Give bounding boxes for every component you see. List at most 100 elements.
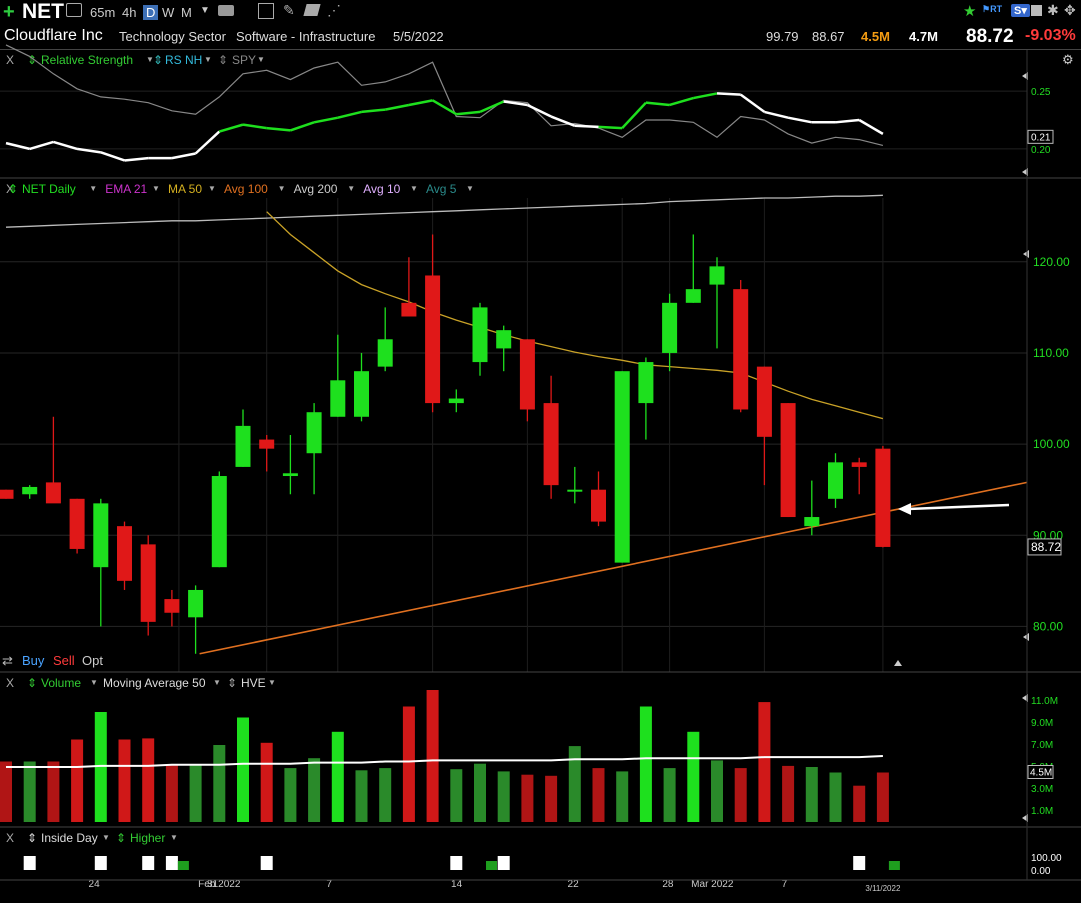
candle-body: [851, 462, 867, 467]
higher-toggle-icon[interactable]: ⇕: [116, 831, 127, 845]
dropdown-icon[interactable]: ▼: [268, 678, 276, 687]
volume-bar: [592, 768, 605, 822]
high-value: 99.79: [766, 29, 799, 44]
dropdown-icon[interactable]: ▼: [204, 55, 212, 64]
rs-legend-rs-nh[interactable]: RS NH: [165, 53, 203, 67]
dropdown-icon[interactable]: ▼: [277, 184, 286, 193]
s-icon[interactable]: S▾: [1011, 4, 1030, 17]
rs-line-segment: [739, 93, 766, 113]
candle-body: [828, 462, 843, 499]
dropdown-icon[interactable]: ▼: [213, 678, 221, 687]
industry-label[interactable]: Software - Infrastructure: [236, 29, 376, 44]
price-legend-ma-50[interactable]: MA 50: [168, 182, 203, 196]
hve-toggle-icon[interactable]: ⇕: [227, 676, 238, 690]
price-pane-header: X ⇕ NET Daily ▼ EMA 21 ▼ MA 50 ▼ Avg 100 ▼ Avg 20…: [0, 182, 900, 198]
chart-type-icon[interactable]: [218, 5, 234, 16]
sell-button[interactable]: Sell: [53, 653, 75, 668]
price-legend-avg-10[interactable]: Avg 10: [363, 182, 401, 196]
volume-bar: [876, 772, 889, 822]
x-axis-label: 3/11/2022: [865, 884, 901, 893]
indicator-icon[interactable]: [258, 3, 274, 19]
star-icon[interactable]: ★: [963, 3, 977, 20]
event-legend-higher[interactable]: Higher: [130, 831, 166, 845]
event-pane-close-button[interactable]: X: [6, 831, 15, 845]
announce-icon[interactable]: [66, 3, 82, 17]
last-price-label: 88.72: [1031, 540, 1061, 554]
rs-toggle-icon[interactable]: ⇕: [27, 53, 38, 67]
rs-legend-relative-strength[interactable]: Relative Strength: [41, 53, 134, 67]
volume-last-label: 4.5M: [1030, 768, 1052, 779]
rs-line-segment: [693, 92, 718, 100]
dropdown-icon[interactable]: ▼: [90, 678, 98, 687]
price-legend-avg-100[interactable]: Avg 100: [224, 182, 268, 196]
share-icon[interactable]: ⋰: [327, 2, 341, 18]
buy-button[interactable]: Buy: [22, 653, 45, 668]
price-legend-ema-21[interactable]: EMA 21: [105, 182, 148, 196]
inside-day-toggle-icon[interactable]: ⇕: [27, 831, 38, 845]
price-legend-toggle-icon[interactable]: ⇕: [8, 182, 19, 196]
timeframe-daily[interactable]: D: [143, 5, 159, 20]
dropdown-icon[interactable]: ▼: [257, 55, 265, 64]
timeframe-65m[interactable]: 65m: [90, 5, 116, 20]
dropdown-icon[interactable]: ▼: [102, 833, 110, 842]
dropdown-icon[interactable]: ▼: [170, 833, 178, 842]
volume-legend-hve[interactable]: HVE: [241, 676, 266, 690]
opt-button[interactable]: Opt: [82, 653, 103, 668]
dropdown-icon[interactable]: ▼: [410, 184, 418, 193]
volume-bar: [213, 745, 226, 822]
volume-bar: [118, 739, 131, 822]
ticker-symbol[interactable]: NET: [22, 0, 64, 23]
volume-bar: [639, 706, 652, 822]
candle-body: [330, 380, 346, 417]
price-legend-avg-5[interactable]: Avg 5: [426, 182, 457, 196]
timeframe-monthly[interactable]: M: [181, 5, 192, 20]
add-symbol-icon[interactable]: +: [3, 1, 15, 23]
sector-label[interactable]: Technology Sector: [119, 29, 226, 44]
rt-icon[interactable]: ⚑RT: [982, 4, 1003, 14]
rs-nh-toggle-icon[interactable]: ⇕: [153, 53, 164, 67]
rs-legend-spy[interactable]: SPY: [232, 53, 257, 67]
price-legend-net-daily[interactable]: NET Daily: [22, 182, 76, 196]
candle-body: [756, 366, 772, 437]
order-icon[interactable]: ⇄: [2, 653, 13, 668]
timeframe-weekly[interactable]: W: [162, 5, 175, 20]
timeframe-dropdown-icon[interactable]: ▼: [200, 5, 210, 16]
volume-legend-volume[interactable]: Volume: [41, 676, 82, 690]
dropdown-icon[interactable]: ▼: [146, 55, 154, 64]
spy-toggle-icon[interactable]: ⇕: [218, 53, 229, 67]
event-legend-inside-day[interactable]: Inside Day: [41, 831, 98, 845]
volume-bar: [521, 774, 534, 822]
rs-line-segment: [384, 103, 410, 111]
candle-body: [638, 362, 654, 404]
price-legend-avg-200[interactable]: Avg 200: [293, 182, 338, 196]
dropdown-icon[interactable]: ▼: [152, 184, 160, 193]
timeframe-4h[interactable]: 4h: [122, 5, 137, 20]
volume-toggle-icon[interactable]: ⇕: [27, 676, 38, 690]
candle-body: [0, 489, 14, 499]
price-pane-close-button[interactable]: X: [6, 182, 15, 196]
save-icon[interactable]: [1031, 5, 1042, 16]
rs-line-segment: [266, 126, 291, 132]
candle-body: [685, 289, 701, 303]
ma200-line: [5, 194, 883, 228]
date-label: 5/5/2022: [393, 29, 444, 44]
x-axis-label: 7: [782, 879, 788, 890]
dropdown-icon[interactable]: ▼: [208, 184, 216, 193]
volume-legend-moving-average-50[interactable]: Moving Average 50: [103, 676, 206, 690]
volume-bar: [331, 731, 344, 822]
dropdown-icon[interactable]: ▼: [347, 184, 356, 193]
draw-pencil-icon[interactable]: ✎: [283, 2, 295, 18]
volume-pane-close-button[interactable]: X: [6, 676, 15, 690]
candle-body: [448, 398, 464, 404]
rs-pane-gear-icon[interactable]: ⚙: [1062, 52, 1074, 67]
rs-pane-close-button[interactable]: X: [6, 53, 15, 67]
dropdown-icon[interactable]: ▼: [89, 184, 98, 193]
volume-axis-label: 11.0M: [1031, 696, 1058, 707]
dropdown-icon[interactable]: ▼: [466, 184, 474, 193]
move-icon[interactable]: ✥: [1064, 2, 1076, 18]
inside-day-marker: [497, 856, 510, 870]
rs-last-box: [1027, 129, 1054, 144]
volume-bar: [782, 765, 795, 822]
settings-icon[interactable]: ✱: [1047, 2, 1059, 18]
